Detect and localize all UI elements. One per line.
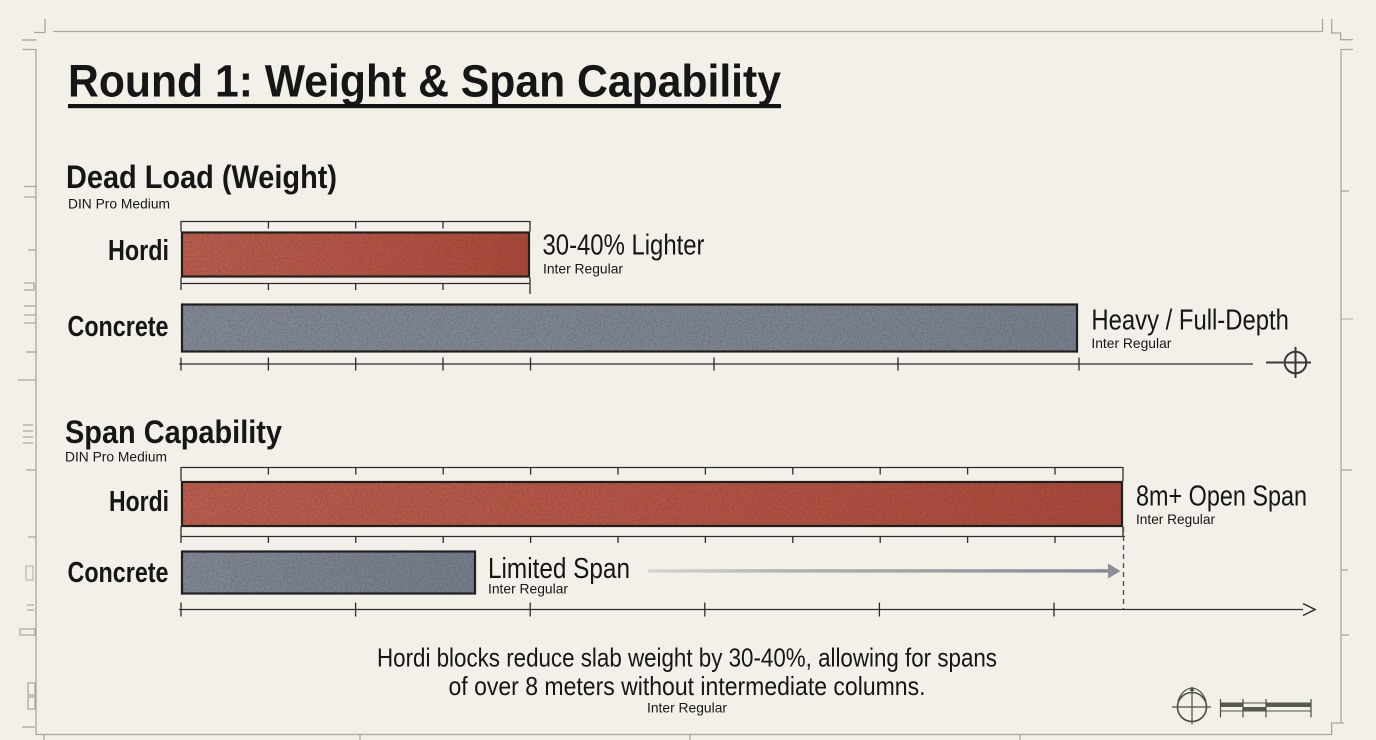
svg-text:Round 1: Weight & Span Capabil: Round 1: Weight & Span Capability	[68, 56, 781, 107]
svg-text:Inter Regular: Inter Regular	[1136, 511, 1215, 527]
svg-text:Inter Regular: Inter Regular	[647, 700, 727, 716]
svg-text:Hordi: Hordi	[108, 235, 169, 267]
svg-text:Concrete: Concrete	[68, 557, 169, 589]
svg-text:Hordi: Hordi	[109, 486, 169, 518]
svg-text:Limited Span: Limited Span	[488, 553, 630, 585]
svg-text:Concrete: Concrete	[68, 311, 169, 343]
svg-text:Dead Load (Weight): Dead Load (Weight)	[66, 159, 337, 195]
svg-text:of over 8 meters without inter: of over 8 meters without intermediate co…	[449, 671, 926, 701]
svg-text:8m+ Open Span: 8m+ Open Span	[1136, 481, 1307, 513]
svg-text:DIN Pro Medium: DIN Pro Medium	[65, 449, 167, 465]
svg-text:Inter Regular: Inter Regular	[1091, 335, 1171, 351]
svg-text:Span Capability: Span Capability	[65, 414, 282, 450]
svg-text:Inter Regular: Inter Regular	[488, 581, 568, 597]
svg-text:Inter Regular: Inter Regular	[543, 261, 623, 277]
svg-text:Hordi blocks reduce slab weigh: Hordi blocks reduce slab weight by 30-40…	[377, 643, 997, 673]
svg-text:DIN Pro Medium: DIN Pro Medium	[68, 196, 170, 212]
svg-text:Heavy / Full-Depth: Heavy / Full-Depth	[1091, 305, 1289, 337]
svg-text:30-40% Lighter: 30-40% Lighter	[543, 230, 705, 262]
